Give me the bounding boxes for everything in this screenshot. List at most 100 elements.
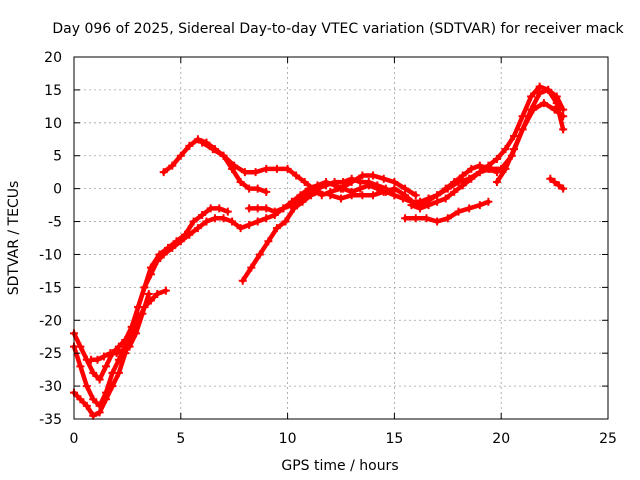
- data-point: [407, 201, 416, 210]
- data-point: [262, 204, 271, 213]
- data-point: [193, 224, 202, 233]
- data-point: [89, 411, 98, 420]
- data-point: [262, 187, 271, 196]
- data-point: [339, 178, 348, 187]
- chart-title: Day 096 of 2025, Sidereal Day-to-day VTE…: [52, 21, 624, 37]
- data-point: [253, 217, 262, 226]
- data-point: [189, 217, 198, 226]
- data-point: [127, 322, 136, 331]
- data-point: [219, 214, 228, 223]
- x-tick-label: 0: [70, 431, 79, 447]
- data-point: [245, 220, 254, 229]
- x-tick-label: 20: [492, 431, 510, 447]
- data-point: [102, 395, 111, 404]
- data-point: [255, 250, 264, 259]
- data-point: [454, 207, 463, 216]
- data-point: [441, 194, 450, 203]
- data-point: [223, 207, 232, 216]
- data-point: [172, 237, 181, 246]
- data-point: [433, 197, 442, 206]
- data-point: [230, 161, 239, 170]
- data-point: [95, 375, 104, 384]
- data-point: [236, 224, 245, 233]
- data-point: [114, 342, 123, 351]
- data-point: [206, 204, 215, 213]
- data-point: [527, 105, 536, 114]
- series-track-12: [492, 85, 568, 187]
- series-track-7: [238, 187, 324, 285]
- y-tick-label: -15: [39, 280, 62, 296]
- series-layer: [70, 82, 568, 420]
- y-tick-label: -30: [39, 379, 62, 395]
- data-point: [475, 168, 484, 177]
- data-point: [450, 187, 459, 196]
- data-point: [535, 89, 544, 98]
- data-point: [518, 125, 527, 134]
- data-point: [140, 283, 149, 292]
- series-track-5: [159, 135, 271, 196]
- data-point: [484, 197, 493, 206]
- data-point: [433, 217, 442, 226]
- data-point: [390, 184, 399, 193]
- data-point: [76, 395, 85, 404]
- data-point: [99, 352, 108, 361]
- series-line: [88, 291, 152, 363]
- data-point: [185, 141, 194, 150]
- data-point: [411, 214, 420, 223]
- data-point: [518, 112, 527, 121]
- x-tick-label: 10: [279, 431, 297, 447]
- data-point: [467, 164, 476, 173]
- data-point: [313, 184, 322, 193]
- data-point: [76, 342, 85, 351]
- data-point: [501, 164, 510, 173]
- series-track-11: [407, 82, 568, 213]
- data-point: [292, 171, 301, 180]
- data-point: [144, 289, 153, 298]
- data-point: [93, 355, 102, 364]
- x-axis-label: GPS time / hours: [281, 458, 398, 474]
- data-point: [245, 204, 254, 213]
- series-track-10: [401, 197, 493, 226]
- data-point: [161, 286, 170, 295]
- data-point: [330, 178, 339, 187]
- y-tick-label: 20: [44, 50, 62, 66]
- x-tick-label: 5: [176, 431, 185, 447]
- data-point: [272, 224, 281, 233]
- data-point: [424, 201, 433, 210]
- data-point: [253, 204, 262, 213]
- data-point: [347, 191, 356, 200]
- data-point: [401, 214, 410, 223]
- data-point: [544, 85, 553, 94]
- data-point: [163, 243, 172, 252]
- data-point: [326, 191, 335, 200]
- data-point: [168, 161, 177, 170]
- data-point: [270, 207, 279, 216]
- data-point: [281, 217, 290, 226]
- data-point: [347, 174, 356, 183]
- data-point: [134, 303, 143, 312]
- data-point: [82, 401, 91, 410]
- data-point: [89, 395, 98, 404]
- x-tick-label: 15: [385, 431, 403, 447]
- data-point: [95, 408, 104, 417]
- data-point: [300, 178, 309, 187]
- data-point: [215, 204, 224, 213]
- data-point: [193, 135, 202, 144]
- data-point: [422, 214, 431, 223]
- data-point: [484, 161, 493, 170]
- data-point: [138, 309, 147, 318]
- data-point: [198, 138, 207, 147]
- y-tick-label: -35: [39, 412, 62, 428]
- series-line: [71, 206, 231, 382]
- data-point: [287, 201, 296, 210]
- y-tick-label: 10: [44, 116, 62, 132]
- data-point: [155, 250, 164, 259]
- data-point: [401, 191, 410, 200]
- data-point: [475, 201, 484, 210]
- data-point: [219, 151, 228, 160]
- y-tick-label: -25: [39, 346, 62, 362]
- series-line: [548, 176, 566, 191]
- data-point: [369, 191, 378, 200]
- data-point: [76, 362, 85, 371]
- y-tick-label: -5: [48, 215, 62, 231]
